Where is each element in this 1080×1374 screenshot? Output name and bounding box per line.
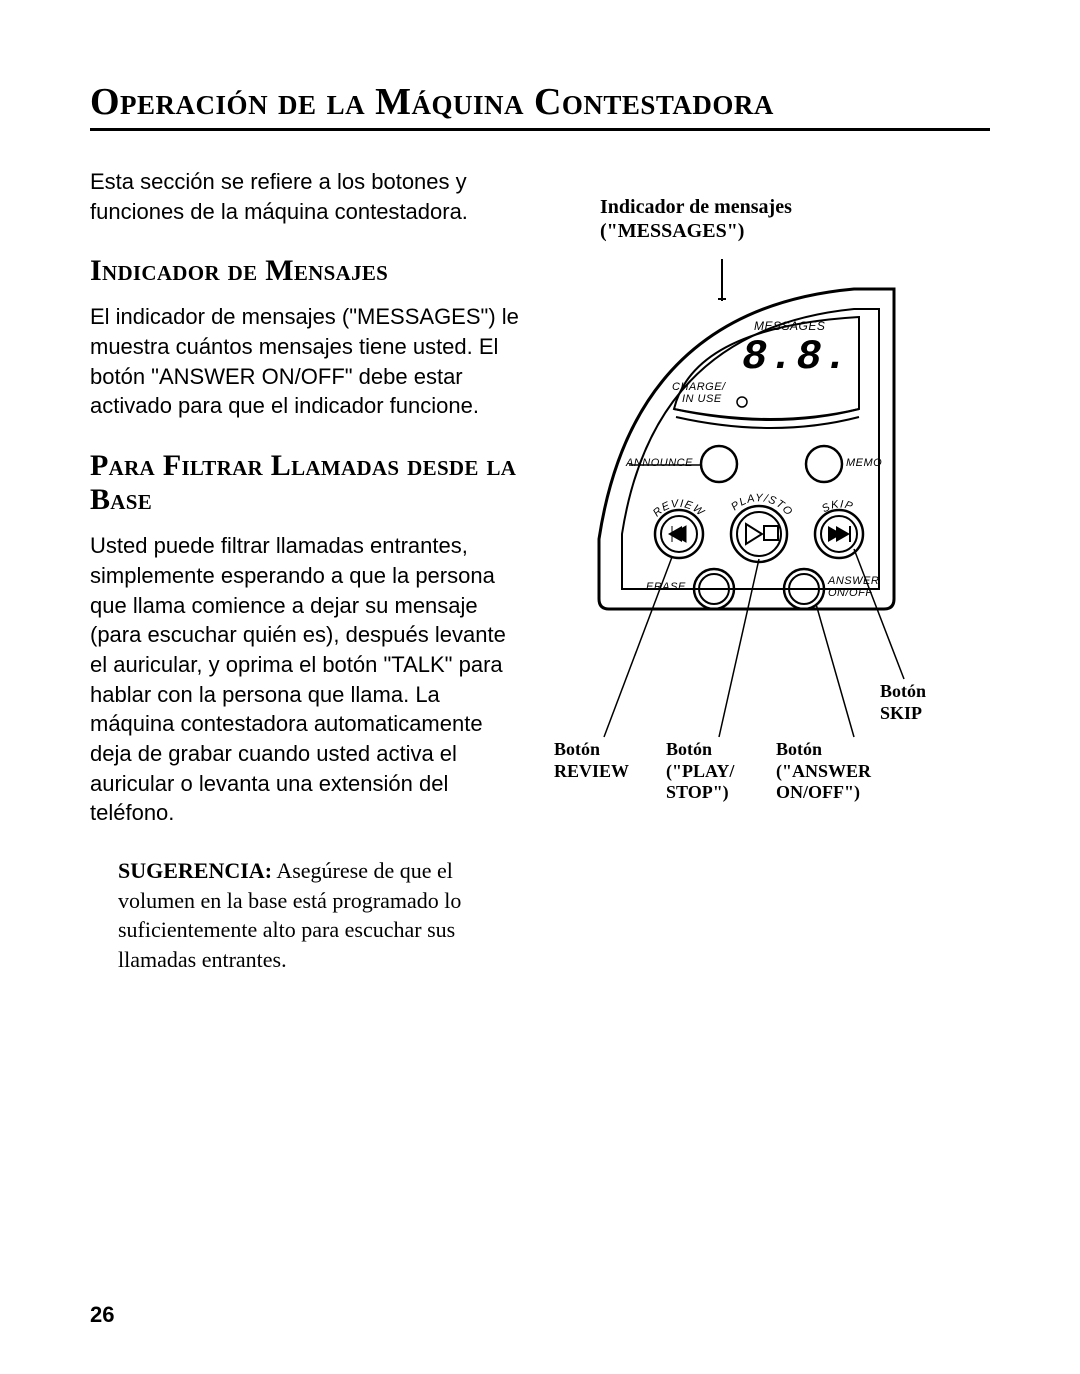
callout-play-l2: ("PLAY/	[666, 761, 734, 781]
svg-text:PLAY/STOP: PLAY/STOP	[544, 259, 795, 518]
page-number: 26	[90, 1302, 114, 1328]
section1-heading: Indicador de Mensajes	[90, 254, 520, 288]
section2-heading: Para Filtrar Llamadas desde la Base	[90, 449, 520, 517]
label-messages: MESSAGES	[754, 319, 825, 333]
section2-body: Usted puede filtrar llamadas entrantes, …	[90, 531, 520, 828]
figure-top-caption: Indicador de mensajes ("MESSAGES")	[600, 195, 792, 243]
device-diagram: PLAY/STOP REVIEW SKIP MESSAGES 8.8. CHAR…	[544, 259, 974, 739]
content-row: Esta sección se refiere a los botones y …	[90, 167, 990, 975]
intro-paragraph: Esta sección se refiere a los botones y …	[90, 167, 520, 226]
display-value: 8.8.	[742, 333, 851, 381]
callout-answer-l2: ("ANSWER	[776, 761, 871, 781]
tip-block: SUGERENCIA: Asegúrese de que el volumen …	[90, 856, 520, 975]
callout-play: Botón ("PLAY/ STOP")	[666, 739, 734, 804]
callout-answer-l3: ON/OFF")	[776, 782, 860, 802]
section1-body: El indicador de mensajes ("MESSAGES") le…	[90, 302, 520, 421]
label-answer1: ANSWER	[828, 575, 879, 587]
arc-playstop: PLAY/STOP	[544, 259, 795, 518]
caption-line1: Indicador de mensajes	[600, 196, 792, 218]
label-announce: ANNOUNCE	[626, 457, 693, 469]
text-column: Esta sección se refiere a los botones y …	[90, 167, 520, 975]
callout-answer: Botón ("ANSWER ON/OFF")	[776, 739, 871, 804]
label-charge2: IN USE	[682, 393, 722, 405]
caption-line2: ("MESSAGES")	[600, 220, 744, 242]
callout-skip-l2: SKIP	[880, 703, 922, 723]
label-memo: MEMO	[846, 457, 882, 469]
callout-skip-l1: Botón	[880, 681, 926, 701]
tip-label: SUGERENCIA:	[118, 858, 272, 883]
callout-skip: Botón SKIP	[880, 681, 926, 724]
callout-review-l2: REVIEW	[554, 761, 629, 781]
page-title: Operación de la Máquina Contestadora	[90, 80, 990, 131]
label-answer2: ON/OFF	[828, 587, 873, 599]
callout-answer-l1: Botón	[776, 739, 822, 759]
label-erase: ERASE	[646, 581, 686, 593]
callout-play-l3: STOP")	[666, 782, 729, 802]
callout-review-l1: Botón	[554, 739, 600, 759]
figure-column: Indicador de mensajes ("MESSAGES")	[544, 167, 990, 975]
callout-play-l1: Botón	[666, 739, 712, 759]
callout-review: Botón REVIEW	[554, 739, 629, 782]
label-charge1: CHARGE/	[672, 381, 726, 393]
